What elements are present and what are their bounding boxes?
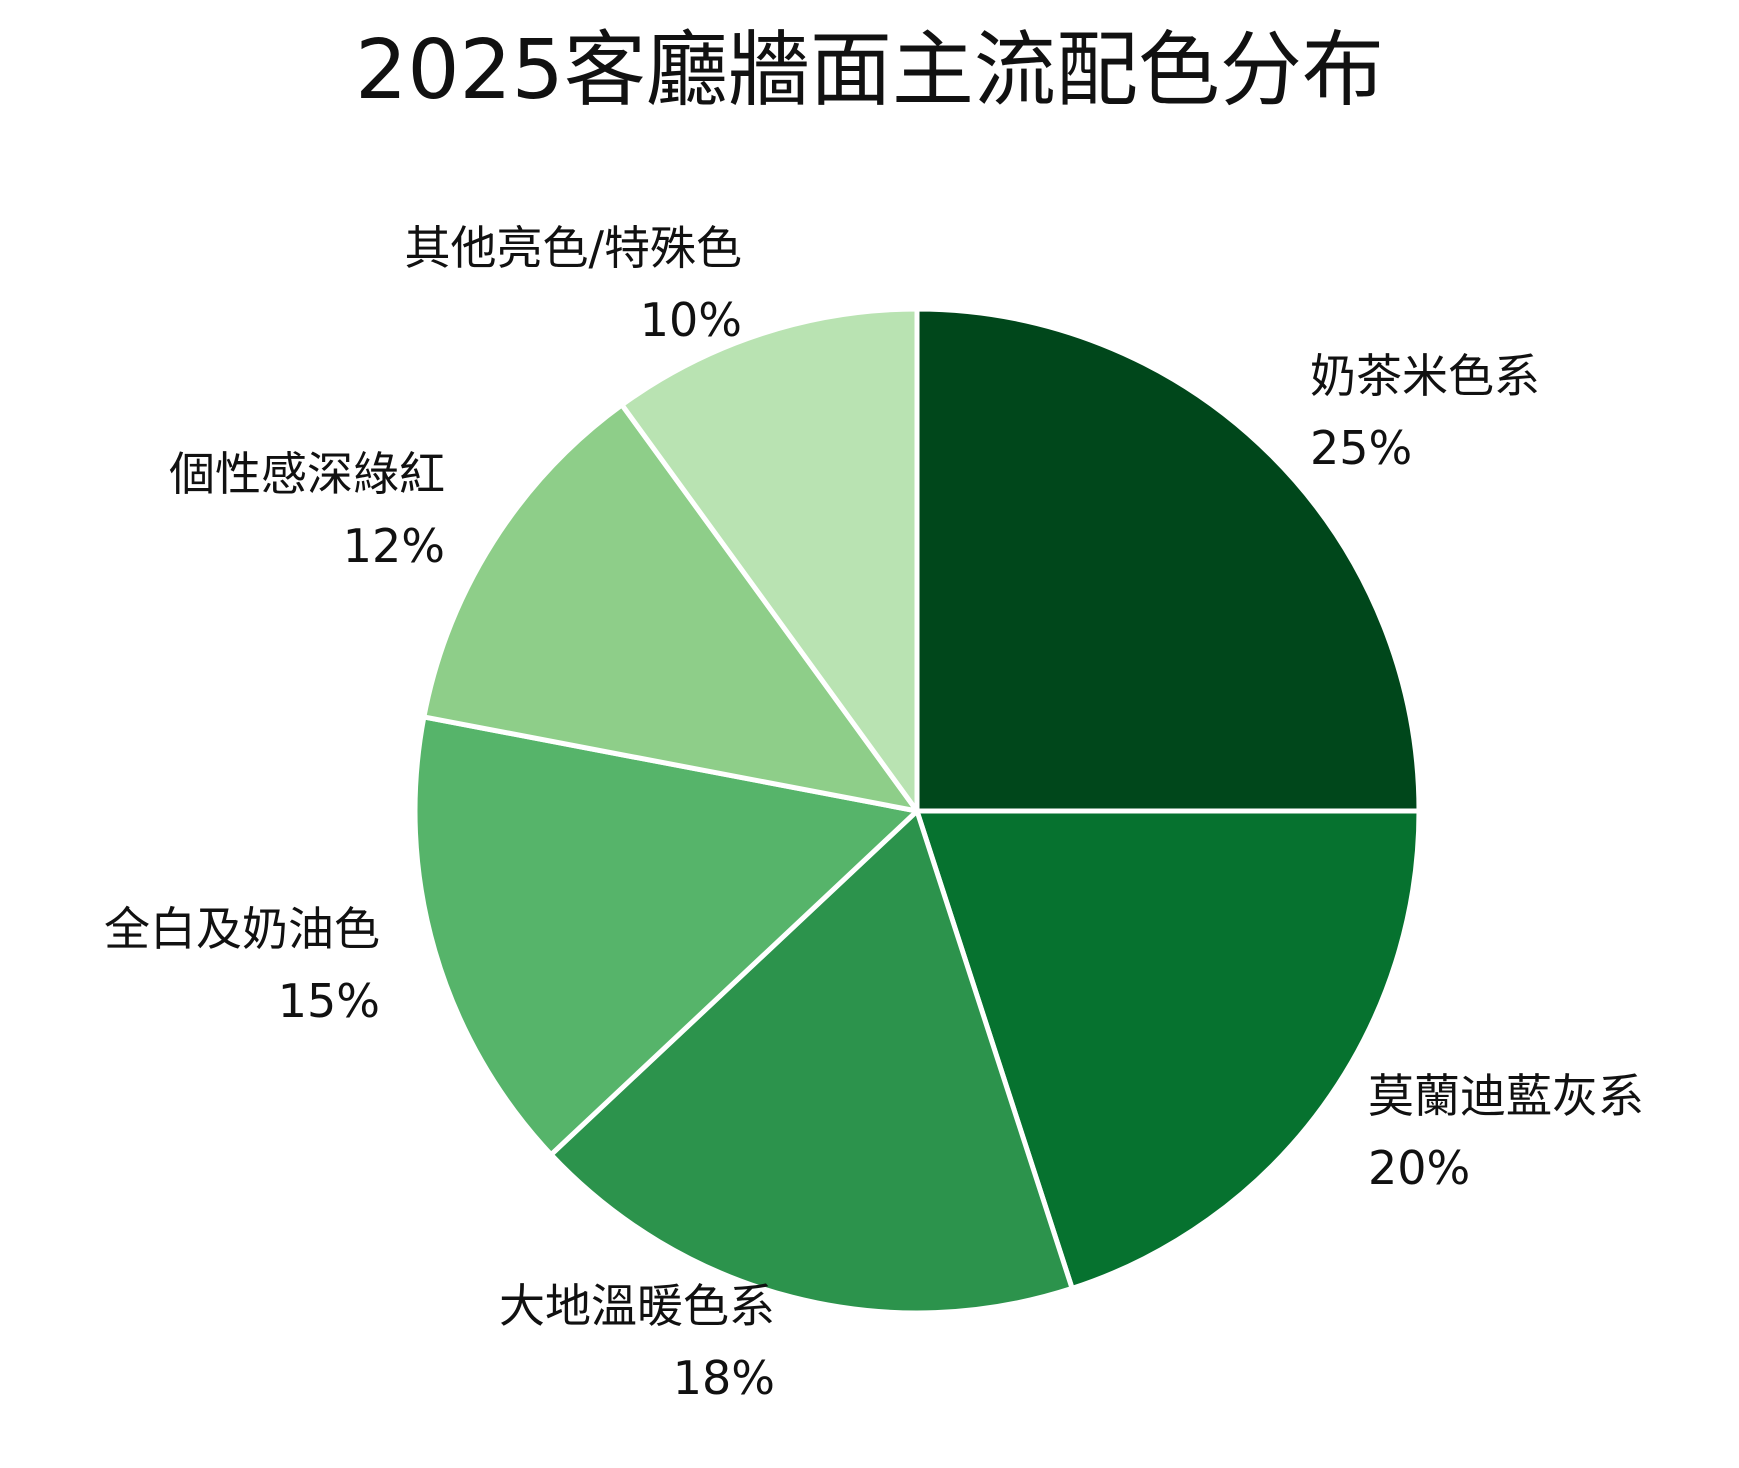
slice-category-label: 其他亮色/特殊色 [405, 221, 743, 275]
slice-value-label: 12% [343, 519, 445, 573]
slice-category-label: 莫蘭迪藍灰系 [1368, 1069, 1644, 1123]
pie-slice [914, 808, 1422, 1291]
pie-labels: 奶茶米色系 25% 莫蘭迪藍灰系 20% 大地溫暖色系 18% 全白及奶油色 15% 個性感深綠… [104, 221, 1644, 1405]
slice-value-label: 15% [278, 974, 380, 1028]
slice-value-label: 25% [1310, 421, 1412, 475]
pie-slices [412, 306, 1422, 1316]
slice-value-label: 18% [673, 1351, 775, 1405]
slice-category-label: 個性感深綠紅 [169, 447, 445, 501]
chart-title: 2025客廳牆面主流配色分布 [355, 23, 1384, 118]
pie-slice [548, 808, 1075, 1316]
pie-slice [421, 402, 920, 814]
slice-value-label: 10% [640, 293, 742, 347]
slice-value-label: 20% [1368, 1141, 1470, 1195]
pie-slice [412, 714, 920, 1158]
slice-category-label: 奶茶米色系 [1310, 349, 1540, 403]
slice-category-label: 大地溫暖色系 [499, 1279, 775, 1333]
pie-slice [619, 306, 920, 814]
slice-category-label: 全白及奶油色 [104, 902, 380, 956]
pie-slice [914, 306, 1422, 814]
